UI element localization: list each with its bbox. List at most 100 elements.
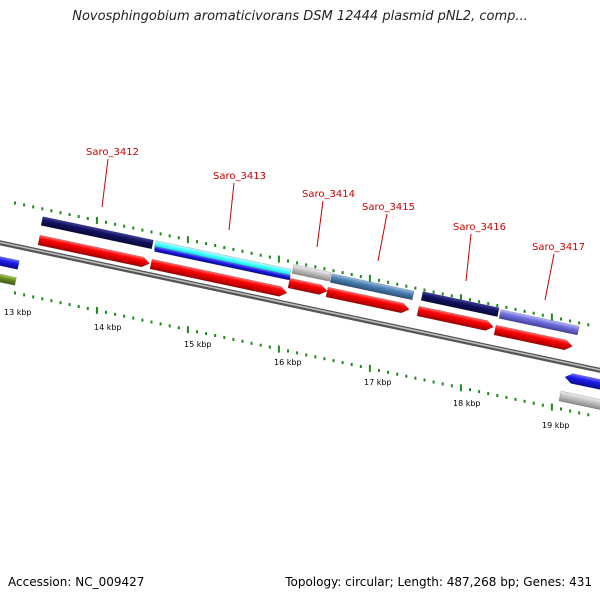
tick-top-57 bbox=[532, 311, 535, 315]
tick-bottom-23 bbox=[223, 336, 226, 339]
tick-bottom-56 bbox=[523, 399, 526, 403]
cds-saro-3414 bbox=[287, 277, 328, 295]
tick-top-61 bbox=[569, 319, 572, 323]
tick-top-23 bbox=[223, 246, 226, 249]
tick-top-5 bbox=[59, 211, 62, 215]
tick-bottom-39 bbox=[368, 364, 371, 372]
tick-top-22 bbox=[214, 244, 217, 247]
tick-bottom-0 bbox=[14, 291, 16, 295]
tick-bottom-47 bbox=[441, 382, 444, 386]
tick-top-30 bbox=[287, 259, 289, 263]
tick-bottom-54 bbox=[505, 395, 508, 399]
tick-bottom-9 bbox=[95, 306, 98, 314]
tick-bottom-6 bbox=[68, 303, 71, 307]
leader-line-3 bbox=[377, 213, 388, 262]
tick-bottom-43 bbox=[405, 374, 408, 378]
leader-line-4 bbox=[465, 233, 472, 282]
tick-bottom-22 bbox=[214, 334, 217, 337]
genome-backbone-highlight bbox=[0, 241, 600, 371]
scale-label-group: 13 kbp 14 kbp 15 kbp 16 kbp 17 kbp 18 kb… bbox=[4, 308, 570, 430]
leader-line-0 bbox=[101, 158, 109, 208]
tick-top-28 bbox=[268, 255, 271, 259]
tick-top-35 bbox=[332, 269, 335, 273]
tick-top-62 bbox=[578, 321, 581, 325]
tick-top-9 bbox=[95, 216, 98, 224]
tick-top-2 bbox=[32, 205, 35, 209]
tick-top-1 bbox=[23, 203, 26, 207]
tick-top-53 bbox=[496, 304, 499, 307]
gene-label-leaders bbox=[101, 158, 555, 301]
tick-top-24 bbox=[232, 247, 235, 251]
tick-bottom-62 bbox=[578, 411, 581, 415]
tick-top-29 bbox=[277, 255, 280, 263]
feature-saro-3414 bbox=[291, 264, 332, 282]
tick-bottom-48 bbox=[450, 384, 453, 388]
tick-bottom-7 bbox=[77, 305, 80, 308]
tick-bottom-61 bbox=[569, 409, 572, 413]
topology-value: circular bbox=[345, 575, 390, 589]
cds-saro-3417 bbox=[493, 324, 573, 351]
scale-label-19kbp: 19 kbp bbox=[542, 421, 570, 430]
tick-top-52 bbox=[487, 302, 490, 306]
feature-saro-3415 bbox=[329, 273, 415, 301]
leader-line-1 bbox=[228, 182, 235, 231]
map-title: Novosphingobium aromaticivorans DSM 1244… bbox=[72, 9, 528, 24]
tick-top-48 bbox=[450, 294, 453, 298]
tick-top-49 bbox=[459, 294, 462, 302]
tick-bottom-34 bbox=[323, 357, 326, 361]
tick-top-39 bbox=[368, 274, 371, 282]
tick-top-42 bbox=[396, 282, 399, 286]
gene-label-group: Saro_3412 Saro_3413 Saro_3414 Saro_3415 … bbox=[86, 147, 585, 253]
tick-bottom-59 bbox=[550, 403, 553, 411]
tick-bottom-26 bbox=[250, 341, 253, 345]
tick-bottom-3 bbox=[41, 297, 44, 301]
tick-top-33 bbox=[314, 265, 317, 269]
leader-line-5 bbox=[544, 253, 555, 301]
tick-bottom-16 bbox=[159, 322, 162, 326]
tick-top-43 bbox=[405, 284, 408, 288]
tick-top-26 bbox=[250, 251, 253, 255]
tick-top-59 bbox=[550, 313, 553, 321]
gene-label-saro-3416: Saro_3416 bbox=[453, 222, 506, 233]
tick-bottom-8 bbox=[86, 307, 89, 310]
tick-bottom-50 bbox=[469, 388, 471, 392]
tick-bottom-49 bbox=[459, 384, 462, 392]
tick-top-19 bbox=[186, 236, 189, 244]
leader-line-2 bbox=[316, 200, 324, 248]
tick-bottom-37 bbox=[350, 363, 353, 366]
tick-top-6 bbox=[68, 213, 71, 217]
tick-bottom-63 bbox=[587, 413, 590, 417]
tick-bottom-32 bbox=[305, 353, 308, 357]
tick-top-7 bbox=[77, 215, 80, 218]
tick-bottom-42 bbox=[396, 372, 399, 376]
gene-label-saro-3414: Saro_3414 bbox=[302, 189, 355, 200]
feature-right-blue-reverse bbox=[564, 373, 600, 392]
tick-bottom-11 bbox=[114, 312, 117, 316]
tick-top-60 bbox=[560, 317, 562, 321]
tick-top-38 bbox=[359, 275, 362, 278]
gene-label-saro-3415: Saro_3415 bbox=[362, 202, 415, 213]
feature-left-blue bbox=[0, 255, 20, 270]
tick-bottom-30 bbox=[287, 349, 289, 353]
tick-top-3 bbox=[41, 207, 44, 211]
tick-bottom-5 bbox=[59, 301, 62, 305]
tick-bottom-24 bbox=[232, 337, 235, 341]
tick-top-0 bbox=[14, 201, 16, 205]
tick-top-63 bbox=[587, 323, 590, 327]
tick-top-17 bbox=[168, 234, 171, 238]
tick-bottom-15 bbox=[150, 320, 153, 324]
tick-bottom-1 bbox=[23, 293, 26, 297]
tick-bottom-44 bbox=[414, 376, 417, 380]
tick-bottom-53 bbox=[496, 394, 499, 397]
tick-top-41 bbox=[387, 280, 390, 284]
genes-value: 431 bbox=[569, 575, 592, 589]
length-label: Length: bbox=[397, 575, 443, 589]
feature-saro-3417 bbox=[498, 309, 580, 336]
tick-top-4 bbox=[50, 209, 53, 213]
accession-label: Accession: bbox=[8, 575, 72, 589]
tick-top-37 bbox=[350, 273, 353, 276]
tick-top-18 bbox=[177, 236, 180, 240]
tick-top-55 bbox=[514, 307, 517, 311]
cds-saro-3412 bbox=[37, 234, 151, 268]
scale-label-14kbp: 14 kbp bbox=[94, 323, 122, 332]
